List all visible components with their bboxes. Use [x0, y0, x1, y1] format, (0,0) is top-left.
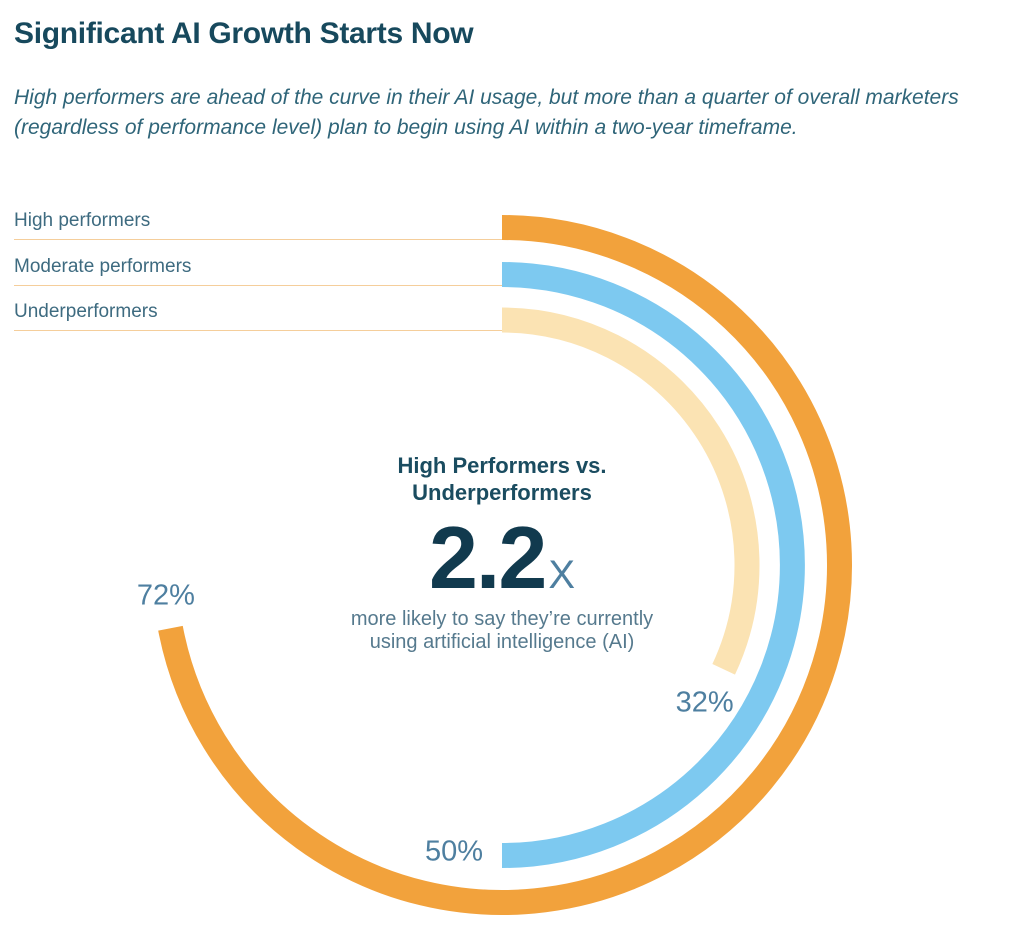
- annotation-block: High Performers vs. Underperformers 2.2 …: [302, 452, 702, 654]
- page-title: Significant AI Growth Starts Now: [14, 17, 474, 50]
- page-subtitle: High performers are ahead of the curve i…: [14, 86, 959, 139]
- annotation-heading-line2: Underperformers: [412, 480, 592, 505]
- annotation-multiplier: 2.2 X: [302, 508, 702, 607]
- value-label-underperformers: 32%: [675, 686, 734, 719]
- value-label-high-performers: 72%: [136, 579, 195, 612]
- annotation-heading: High Performers vs. Underperformers: [302, 452, 702, 506]
- multiplier-suffix: X: [548, 553, 576, 597]
- legend-label-high-performers: High performers: [14, 210, 151, 231]
- value-label-moderate-performers: 50%: [425, 835, 484, 868]
- arc-underperformers: [501, 307, 760, 675]
- legend-row-moderate-performers: Moderate performers: [14, 256, 502, 286]
- annotation-caption: more likely to say they’re currently usi…: [302, 608, 702, 654]
- arc-high-performers: [158, 215, 852, 915]
- arc-moderate-performers: [501, 262, 805, 868]
- legend-row-underperformers: Underperformers: [14, 301, 502, 331]
- annotation-caption-line2: using artificial intelligence (AI): [369, 631, 635, 653]
- multiplier-value: 2.2: [428, 508, 547, 607]
- legend-label-underperformers: Underperformers: [14, 301, 158, 322]
- legend-label-moderate-performers: Moderate performers: [14, 256, 192, 277]
- annotation-heading-line1: High Performers vs.: [397, 453, 607, 478]
- annotation-caption-line1: more likely to say they’re currently: [350, 608, 654, 630]
- legend-row-high-performers: High performers: [14, 210, 502, 240]
